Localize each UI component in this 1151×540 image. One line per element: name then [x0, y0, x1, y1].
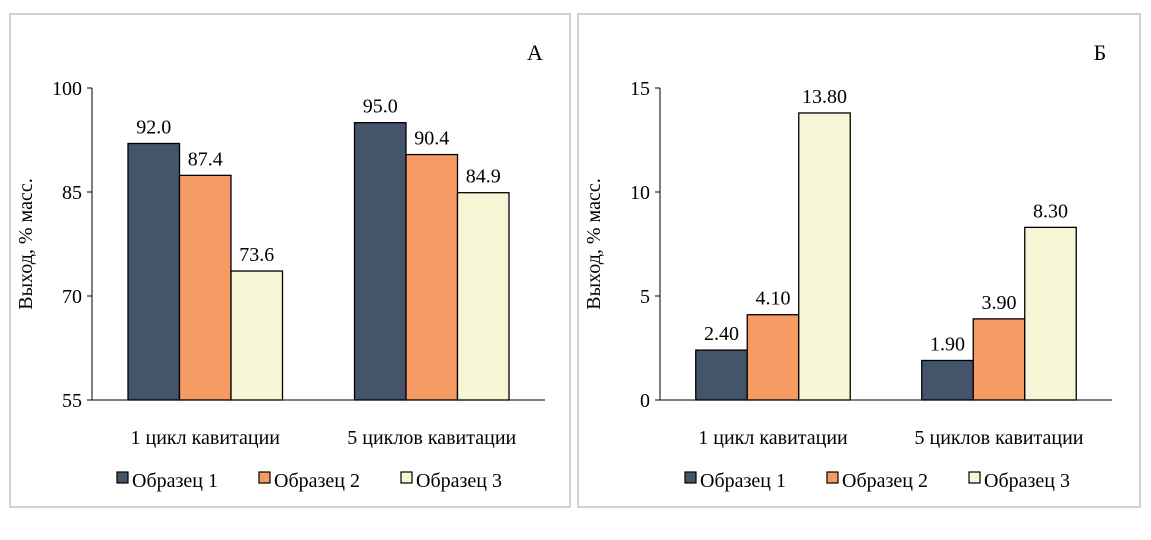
data-label: 95.0	[363, 96, 398, 118]
bar-series-1	[127, 142, 181, 401]
bar-series-2	[746, 314, 800, 401]
x-category-label: 5 циклов кавитации	[915, 427, 1084, 449]
bar-series-1	[353, 122, 407, 401]
data-label: 2.40	[704, 323, 739, 345]
data-label: 3.90	[982, 292, 1017, 314]
bar-series-2	[972, 318, 1026, 401]
chart-panel-2: Б 0 5 10 15 Выход, % масс. 2.40 4.10 13.80 1 цикл…	[577, 13, 1141, 508]
y-tick-label: 10	[630, 182, 650, 204]
chart-panel-1: А 55 70 85 100 Выход, % масс. 92.0 87.4 73.6 1 ци…	[9, 13, 571, 508]
data-label: 13.80	[802, 86, 847, 108]
legend-label: Образец 2	[842, 470, 928, 492]
legend-swatch-1	[116, 471, 129, 484]
data-label: 92.0	[136, 116, 171, 138]
y-axis-title: Выход, % масс.	[15, 178, 37, 309]
bar-series-1	[921, 359, 974, 401]
bar-series-3	[456, 192, 510, 401]
panel-label: А	[527, 40, 543, 65]
x-category-label: 5 циклов кавитации	[347, 427, 516, 449]
y-tick-label: 0	[640, 390, 650, 412]
legend-label: Образец 1	[132, 470, 218, 492]
legend-swatch-3	[968, 471, 981, 484]
y-tick-label: 70	[62, 286, 82, 308]
bar-series-2	[405, 153, 459, 401]
legend-label: Образец 2	[274, 470, 360, 492]
data-label: 90.4	[414, 128, 449, 150]
data-label: 87.4	[188, 148, 223, 170]
legend: Образец 1 Образец 2 Образец 3	[684, 470, 1070, 492]
x-category-label: 1 цикл кавитации	[698, 427, 848, 449]
legend-swatch-2	[258, 471, 271, 484]
y-axis-title: Выход, % масс.	[583, 178, 605, 309]
panel-label: Б	[1094, 40, 1107, 65]
y-tick-label: 55	[62, 390, 82, 412]
legend-label: Образец 3	[416, 470, 502, 492]
bar-series-2	[178, 174, 232, 401]
legend-label: Образец 1	[700, 470, 786, 492]
data-label: 1.90	[930, 333, 965, 355]
legend-label: Образец 3	[984, 470, 1070, 492]
y-tick-label: 5	[640, 286, 650, 308]
y-tick-label: 15	[630, 78, 650, 100]
bar-series-3	[230, 270, 284, 401]
legend-swatch-2	[826, 471, 839, 484]
legend-swatch-1	[684, 471, 697, 484]
data-label: 4.10	[756, 288, 791, 310]
bar-series-1	[695, 349, 748, 401]
x-category-label: 1 цикл кавитации	[130, 427, 280, 449]
data-label: 8.30	[1033, 200, 1068, 222]
bar-series-3	[798, 112, 851, 401]
y-tick-label: 85	[62, 182, 82, 204]
data-label: 84.9	[466, 166, 501, 188]
legend-swatch-3	[400, 471, 413, 484]
legend: Образец 1 Образец 2 Образец 3	[116, 470, 502, 492]
bar-series-3	[1024, 226, 1077, 401]
y-tick-label: 100	[52, 78, 82, 100]
data-label: 73.6	[239, 244, 274, 266]
